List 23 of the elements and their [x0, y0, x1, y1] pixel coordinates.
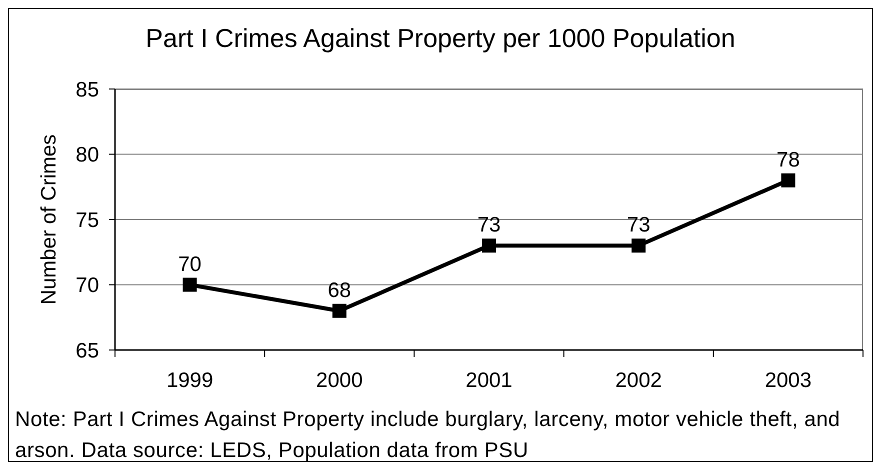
y-tick-label: 80	[76, 144, 99, 167]
data-label: 68	[328, 278, 352, 302]
y-tick-label: 75	[76, 208, 99, 232]
point	[632, 238, 646, 253]
x-tick-label: 2003	[764, 368, 812, 392]
x-tick-label: 2000	[316, 368, 363, 392]
point	[781, 173, 796, 188]
x-tick-label: 1999	[166, 368, 214, 392]
point	[332, 304, 346, 318]
point	[482, 238, 496, 253]
x-tick-label: 2001	[466, 368, 512, 392]
chart-title: Part I Crimes Against Property per 1000 Population	[144, 23, 736, 53]
y-tick-label: 65	[76, 339, 99, 362]
data-label: 78	[776, 148, 800, 172]
data-label: 73	[477, 214, 501, 237]
y-axis-title: Number of Crimes	[37, 134, 60, 305]
data-label: 73	[626, 214, 650, 237]
point	[182, 278, 197, 292]
y-tick-label: 85	[76, 78, 99, 102]
x-tick-label: 2002	[615, 368, 662, 392]
y-tick-label: 70	[76, 274, 99, 298]
data-label: 70	[178, 252, 202, 276]
text: Note: Part I Crimes Against Property include burglary, larceny, motor vehicle theft, and arson. Data source: LEDS, Population data from PSU	[15, 407, 842, 462]
